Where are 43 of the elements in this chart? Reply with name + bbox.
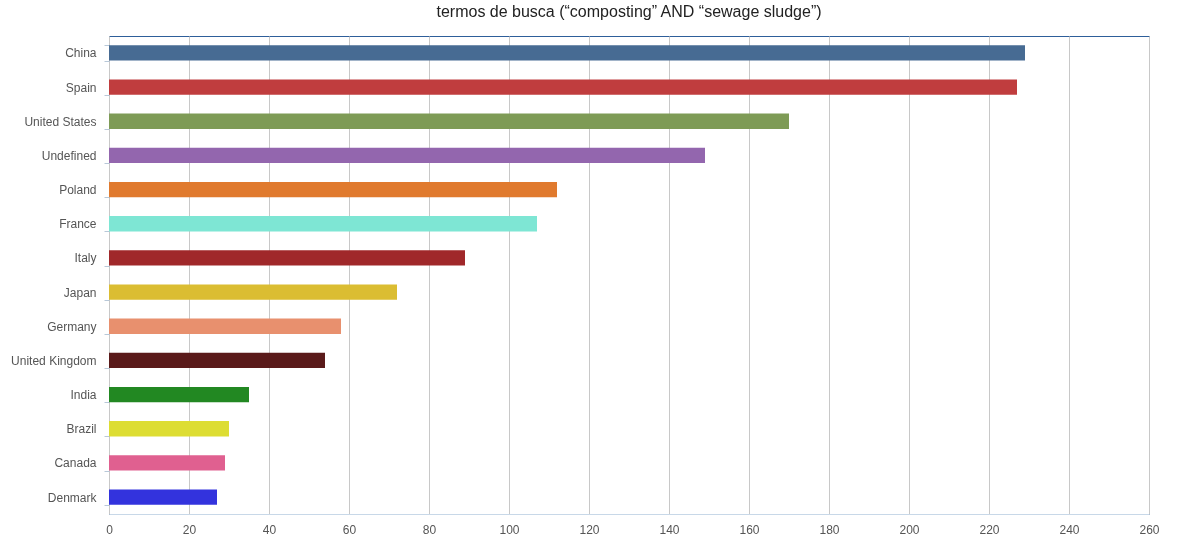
y-tick-label: Italy xyxy=(74,251,97,266)
y-tick-label: Poland xyxy=(59,183,97,198)
bar xyxy=(109,489,217,505)
x-tick-label: 20 xyxy=(182,522,197,537)
x-tick-label: 40 xyxy=(262,522,277,537)
bar xyxy=(109,421,229,437)
chart-title: termos de busca (“composting” AND “sewage sludge”) xyxy=(436,3,822,20)
x-tick-label: 120 xyxy=(579,522,600,537)
x-tick-label: 100 xyxy=(499,522,520,537)
bar xyxy=(109,318,341,334)
x-tick-label: 240 xyxy=(1059,522,1080,537)
bar xyxy=(109,147,705,164)
y-tick-label: Denmark xyxy=(47,490,98,505)
bar xyxy=(109,79,1017,95)
x-tick-label: 200 xyxy=(899,522,920,537)
y-tick-label: Japan xyxy=(63,285,97,300)
y-tick-label: Spain xyxy=(65,80,97,95)
bar xyxy=(109,352,325,369)
y-tick-label: France xyxy=(59,217,97,232)
bar xyxy=(109,113,789,129)
bar xyxy=(109,455,225,471)
y-tick-label: China xyxy=(65,46,97,61)
x-tick-label: 140 xyxy=(659,522,680,537)
x-tick-label: 160 xyxy=(739,522,760,537)
x-tick-label: 0 xyxy=(106,522,114,537)
bar xyxy=(109,386,249,403)
y-tick-label: Germany xyxy=(47,319,97,334)
x-tick-label: 60 xyxy=(342,522,357,537)
x-tick-label: 220 xyxy=(979,522,1000,537)
bar xyxy=(109,216,537,232)
y-tick-label: United States xyxy=(24,114,97,129)
y-tick-label: Brazil xyxy=(66,422,97,437)
bar xyxy=(109,45,1025,61)
x-tick-label: 80 xyxy=(422,522,437,537)
x-tick-label: 180 xyxy=(819,522,840,537)
bar xyxy=(109,250,465,266)
y-tick-label: United Kingdom xyxy=(11,353,97,368)
bar xyxy=(109,181,557,198)
y-tick-label: Canada xyxy=(54,456,97,471)
x-tick-label: 260 xyxy=(1139,522,1160,537)
y-tick-label: India xyxy=(70,388,97,403)
bar xyxy=(109,284,397,300)
y-tick-label: Undefined xyxy=(41,148,97,163)
